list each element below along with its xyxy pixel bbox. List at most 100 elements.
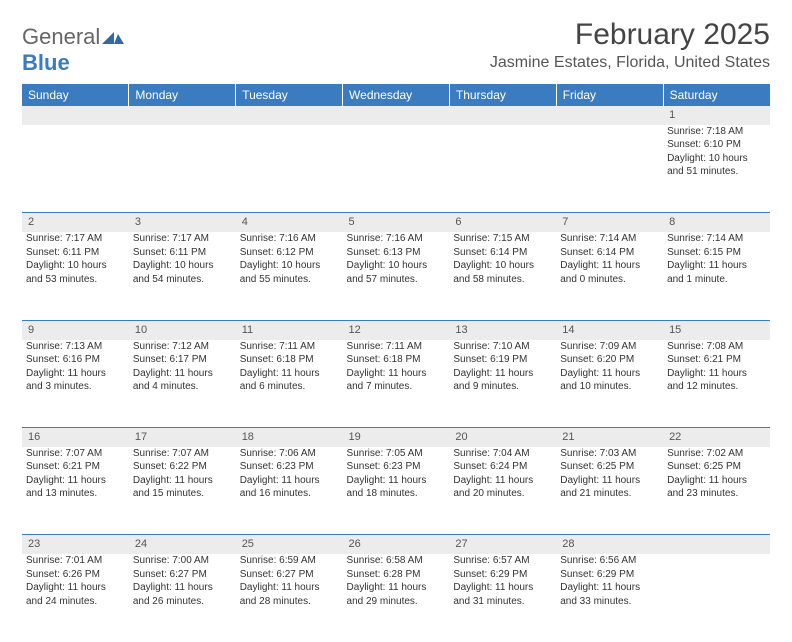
daylight-line: Daylight: 11 hours and 3 minutes.	[26, 368, 106, 393]
sunset-line: Sunset: 6:15 PM	[667, 247, 741, 258]
day-header: Wednesday	[343, 84, 450, 106]
logo-word1: General	[22, 24, 100, 49]
sunset-line: Sunset: 6:21 PM	[26, 461, 100, 472]
day-detail-cell: Sunrise: 6:56 AM Sunset: 6:29 PM Daylight:…	[556, 554, 663, 642]
day-number-cell: 6	[449, 213, 556, 232]
day-detail-cell	[663, 554, 770, 642]
sunrise-line: Sunrise: 6:56 AM	[560, 555, 636, 566]
daylight-line: Daylight: 11 hours and 18 minutes.	[347, 475, 427, 500]
day-detail-cell: Sunrise: 7:12 AMSunset: 6:17 PMDaylight:…	[129, 340, 236, 428]
sunrise-line: Sunrise: 6:59 AM	[240, 555, 316, 566]
daylight-line: Daylight: 11 hours and 28 minutes.	[240, 582, 320, 607]
day-number-cell: 11	[236, 320, 343, 339]
title-block: February 2025 Jasmine Estates, Florida, …	[490, 18, 770, 72]
month-title: February 2025	[490, 18, 770, 52]
day-detail-cell: Sunrise: 7:11 AMSunset: 6:18 PMDaylight:…	[343, 340, 450, 428]
sunset-line: Sunset: 6:25 PM	[560, 461, 634, 472]
week-daynum-row: 2345678	[22, 213, 770, 232]
week-daynum-row: 232425262728	[22, 535, 770, 554]
sunrise-line: Sunrise: 7:13 AM	[26, 341, 102, 352]
sunset-line: Sunset: 6:17 PM	[133, 354, 207, 365]
daylight-line: Daylight: 11 hours and 12 minutes.	[667, 368, 747, 393]
day-number-cell: 24	[129, 535, 236, 554]
day-detail-cell: Sunrise: 7:07 AMSunset: 6:21 PMDaylight:…	[22, 447, 129, 535]
sunrise-line: Sunrise: 7:10 AM	[453, 341, 529, 352]
day-number-cell: 18	[236, 428, 343, 447]
day-detail-cell	[129, 125, 236, 213]
sunset-line: Sunset: 6:28 PM	[347, 569, 421, 580]
sunrise-line: Sunrise: 7:15 AM	[453, 233, 529, 244]
sunset-line: Sunset: 6:23 PM	[240, 461, 314, 472]
week-detail-row: Sunrise: 7:18 AMSunset: 6:10 PMDaylight:…	[22, 125, 770, 213]
week-daynum-row: 1	[22, 106, 770, 125]
day-detail-cell: Sunrise: 7:16 AM Sunset: 6:12 PM Daylight:…	[236, 232, 343, 320]
sunrise-line: Sunrise: 7:00 AM	[133, 555, 209, 566]
day-detail-cell	[556, 125, 663, 213]
day-number-cell: 20	[449, 428, 556, 447]
sunrise-line: Sunrise: 7:04 AM	[453, 448, 529, 459]
sunrise-line: Sunrise: 7:16 AM	[240, 233, 316, 244]
daylight-line: Daylight: 11 hours and 26 minutes.	[133, 582, 213, 607]
daylight-line: Daylight: 11 hours and 1 minute.	[667, 260, 747, 285]
sunset-line: Sunset: 6:11 PM	[133, 247, 206, 258]
daylight-line: Daylight: 10 hours and 55 minutes.	[240, 260, 321, 285]
sunset-line: Sunset: 6:13 PM	[347, 247, 421, 258]
day-header: Tuesday	[236, 84, 343, 106]
day-detail-cell: Sunrise: 7:17 AMSunset: 6:11 PMDaylight:…	[22, 232, 129, 320]
logo-text: GeneralBlue	[22, 24, 124, 76]
daylight-line: Daylight: 10 hours and 57 minutes.	[347, 260, 428, 285]
daylight-line: Daylight: 11 hours and 0 minutes.	[560, 260, 640, 285]
sunrise-line: Sunrise: 7:03 AM	[560, 448, 636, 459]
day-number-cell: 8	[663, 213, 770, 232]
sunrise-line: Sunrise: 7:02 AM	[667, 448, 743, 459]
day-number-cell: 21	[556, 428, 663, 447]
sunset-line: Sunset: 6:29 PM	[560, 569, 634, 580]
day-detail-cell: Sunrise: 7:08 AMSunset: 6:21 PMDaylight:…	[663, 340, 770, 428]
day-number-cell: 10	[129, 320, 236, 339]
sunrise-line: Sunrise: 7:18 AM	[667, 126, 743, 137]
day-detail-cell: Sunrise: 7:05 AMSunset: 6:23 PMDaylight:…	[343, 447, 450, 535]
day-number-cell: 22	[663, 428, 770, 447]
day-number-cell	[236, 106, 343, 125]
day-detail-cell: Sunrise: 7:13 AMSunset: 6:16 PMDaylight:…	[22, 340, 129, 428]
day-detail-cell: Sunrise: 6:57 AMSunset: 6:29 PMDaylight:…	[449, 554, 556, 642]
day-detail-cell	[343, 125, 450, 213]
sunrise-line: Sunrise: 7:06 AM	[240, 448, 316, 459]
day-number-cell: 9	[22, 320, 129, 339]
sunset-line: Sunset: 6:27 PM	[133, 569, 207, 580]
daylight-line: Daylight: 11 hours and 9 minutes.	[453, 368, 533, 393]
sunset-line: Sunset: 6:21 PM	[667, 354, 741, 365]
sunset-line: Sunset: 6:18 PM	[347, 354, 421, 365]
daylight-line: Daylight: 10 hours and 54 minutes.	[133, 260, 214, 285]
day-header: Monday	[129, 84, 236, 106]
daylight-line: Daylight: 11 hours and 31 minutes.	[453, 582, 533, 607]
daylight-line: Daylight: 10 hours and 53 minutes.	[26, 260, 107, 285]
daylight-line: Daylight: 11 hours and 15 minutes.	[133, 475, 213, 500]
week-daynum-row: 16171819202122	[22, 428, 770, 447]
day-number-cell: 27	[449, 535, 556, 554]
sunset-line: Sunset: 6:27 PM	[240, 569, 314, 580]
week-detail-row: Sunrise: 7:07 AM Sunset: 6:21 PM Daylight:…	[22, 447, 770, 535]
day-detail-cell: Sunrise: 7:14 AM Sunset: 6:15 PM Daylight:…	[663, 232, 770, 320]
day-number-cell: 5	[343, 213, 450, 232]
daylight-line: Daylight: 11 hours and 6 minutes.	[240, 368, 320, 393]
day-number-cell	[22, 106, 129, 125]
sunrise-line: Sunrise: 7:09 AM	[560, 341, 636, 352]
sunset-line: Sunset: 6:12 PM	[240, 247, 314, 258]
daylight-line: Daylight: 10 hours and 58 minutes.	[453, 260, 534, 285]
day-detail-cell: Sunrise: 7:01 AMSunset: 6:26 PMDaylight:…	[22, 554, 129, 642]
day-number-cell	[129, 106, 236, 125]
week-detail-row: Sunrise: 7:17 AMSunset: 6:11 PMDaylight:…	[22, 232, 770, 320]
sunrise-line: Sunrise: 7:14 AM	[667, 233, 743, 244]
day-header: Sunday	[22, 84, 129, 106]
daylight-line: Daylight: 11 hours and 33 minutes.	[560, 582, 640, 607]
sunrise-line: Sunrise: 7:07 AM	[26, 448, 102, 459]
sunrise-line: Sunrise: 6:57 AM	[453, 555, 529, 566]
day-number-cell: 13	[449, 320, 556, 339]
daylight-line: Daylight: 11 hours and 7 minutes.	[347, 368, 427, 393]
day-number-cell: 19	[343, 428, 450, 447]
day-detail-cell: Sunrise: 6:58 AMSunset: 6:28 PMDaylight:…	[343, 554, 450, 642]
day-header: Thursday	[449, 84, 556, 106]
header: GeneralBlue February 2025 Jasmine Estate…	[22, 18, 770, 76]
sunset-line: Sunset: 6:23 PM	[347, 461, 421, 472]
